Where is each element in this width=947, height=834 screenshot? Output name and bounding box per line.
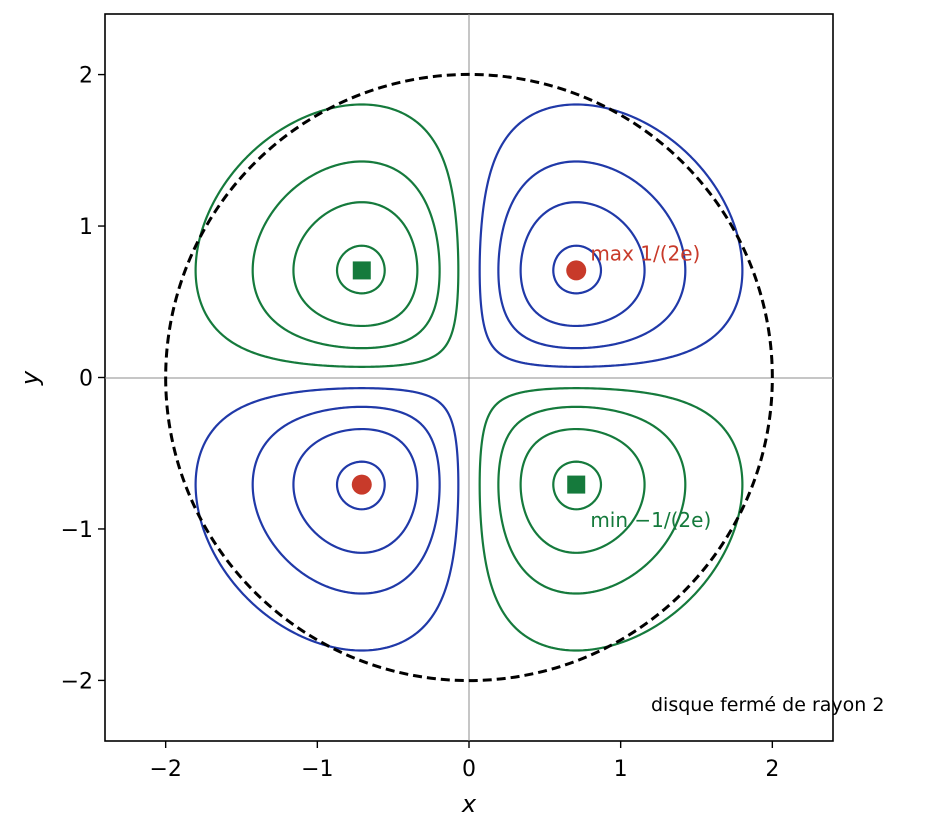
maximum-marker xyxy=(566,260,587,281)
contour-line-positive xyxy=(292,201,646,554)
contour-line-positive xyxy=(194,103,744,652)
y-tick-label: 1 xyxy=(79,215,93,240)
x-tick-label: −1 xyxy=(301,757,333,782)
disk-boundary-circle xyxy=(164,73,774,682)
x-axis-title: x xyxy=(461,790,477,818)
y-tick-label: 2 xyxy=(79,64,93,89)
annotation-max: max 1/(2e) xyxy=(590,241,700,265)
minimum-marker xyxy=(567,475,586,494)
x-ticks: −2 −1 0 1 2 xyxy=(149,741,779,782)
annotation-min: min −1/(2e) xyxy=(590,508,711,532)
y-tick-label: −1 xyxy=(61,518,93,543)
x-tick-label: −2 xyxy=(149,757,181,782)
contour-layer xyxy=(194,103,744,652)
x-tick-label: 1 xyxy=(614,757,628,782)
contour-line-negative xyxy=(251,160,687,595)
contour-line-negative xyxy=(335,244,603,511)
contour-line-positive xyxy=(251,160,687,595)
disk-caption: disque fermé de rayon 2 xyxy=(651,694,884,716)
y-axis-title: y xyxy=(16,370,44,386)
extremum-points xyxy=(351,260,587,495)
contour-line-positive xyxy=(335,244,603,511)
x-tick-label: 2 xyxy=(765,757,779,782)
x-tick-label: 0 xyxy=(462,757,476,782)
y-tick-label: 0 xyxy=(79,367,93,392)
contour-line-negative xyxy=(194,103,744,652)
y-tick-label: −2 xyxy=(61,669,93,694)
maximum-marker xyxy=(351,474,372,495)
y-ticks: −2 −1 0 1 2 xyxy=(61,64,105,694)
minimum-marker xyxy=(352,261,371,280)
contour-line-negative xyxy=(292,201,646,554)
